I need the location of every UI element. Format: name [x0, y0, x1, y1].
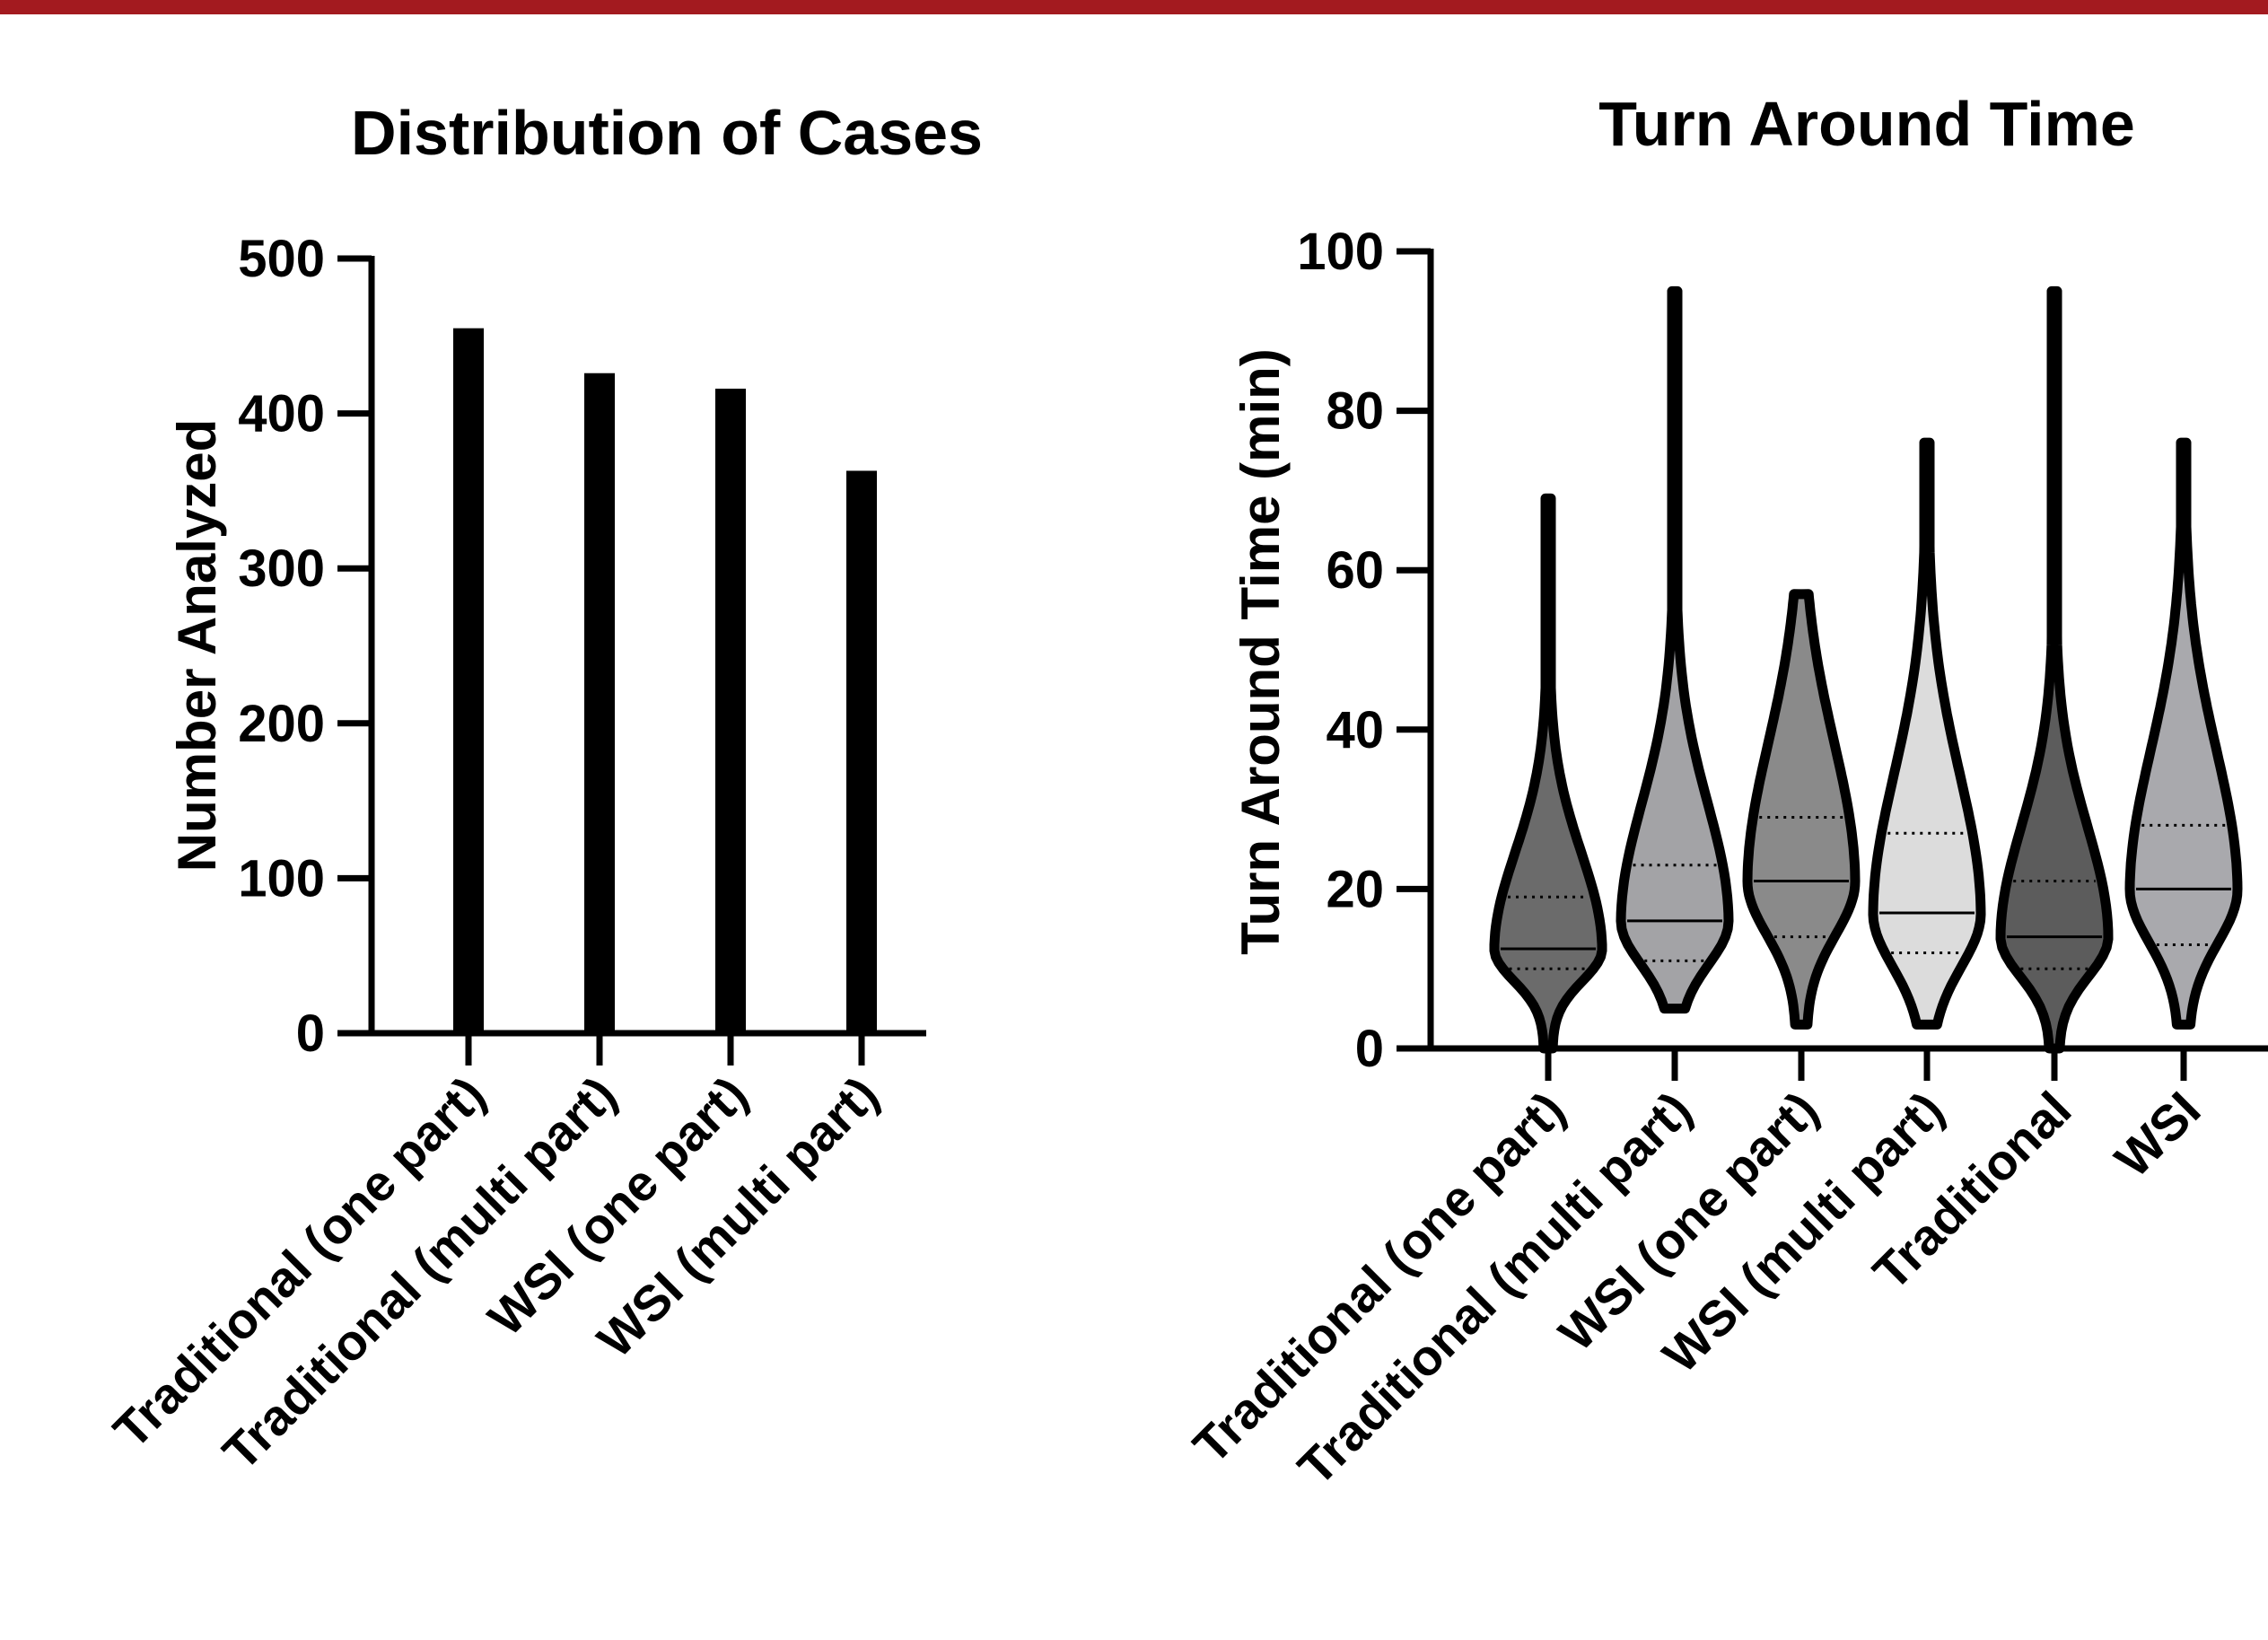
violin-chart-y-tick-label: 20 — [1326, 860, 1384, 918]
violin-chart-title: Turn Around Time — [1598, 89, 2135, 159]
violin-chart-y-axis-label: Turn Around Time (min) — [1230, 348, 1291, 955]
bar-chart-title: Distribution of Cases — [351, 98, 983, 168]
violin — [1489, 493, 1607, 1054]
violin-chart: Turn Around Time Turn Around Time (min) … — [1182, 89, 2268, 1495]
bar-chart-y-tick-label: 400 — [238, 385, 325, 443]
violin-chart-y-tick-label: 60 — [1326, 541, 1384, 600]
bar — [846, 470, 877, 1033]
bar-chart-y-axis-label: Number Analyzed — [167, 419, 227, 873]
bar-chart-y-tick-label: 100 — [238, 849, 325, 908]
bar-chart-y-tick-label: 200 — [238, 695, 325, 753]
violin-chart-y-tick-label: 40 — [1326, 701, 1384, 759]
violin-chart-y-tick-label: 0 — [1355, 1020, 1384, 1078]
violin-chart-x-tick-label: WSI — [2104, 1081, 2211, 1188]
violin — [2124, 437, 2243, 1030]
bar-chart-y-tick-label: 300 — [238, 539, 325, 598]
bar — [453, 328, 484, 1033]
violin — [1742, 589, 1861, 1030]
bar-chart-y-tick-label: 0 — [296, 1004, 325, 1063]
violin — [1616, 285, 1734, 1014]
violin — [1868, 437, 1986, 1030]
violin-chart-y-tick-label: 100 — [1297, 223, 1384, 281]
bar-chart: Distribution of Cases Number Analyzed 0 1… — [102, 98, 983, 1480]
bar — [715, 388, 746, 1033]
violin-chart-y-tick-label: 80 — [1326, 382, 1384, 441]
bar — [584, 373, 615, 1033]
bar-chart-y-tick-label: 500 — [238, 230, 325, 288]
violin — [1995, 285, 2114, 1054]
top-accent-bar — [0, 0, 2268, 14]
